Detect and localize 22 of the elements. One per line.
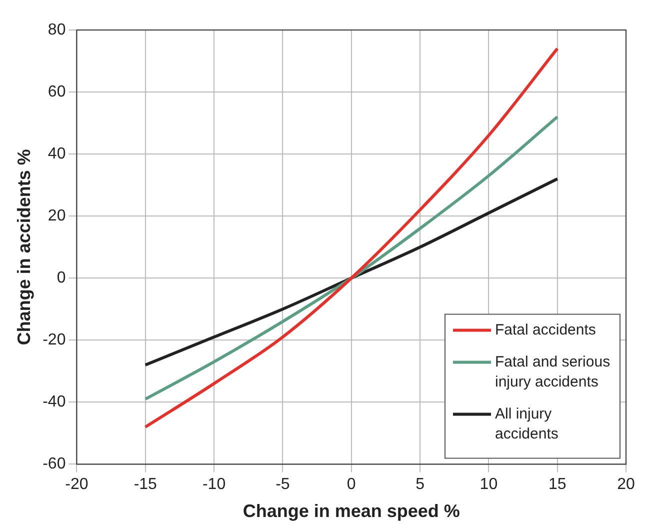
y-tick-label: 80 [48, 21, 66, 38]
y-tick-label: -40 [42, 394, 66, 411]
x-tick-label: 10 [480, 476, 498, 494]
y-tick-label: -20 [42, 332, 66, 349]
y-tick-label: 40 [48, 145, 66, 162]
y-tick-label: 0 [56, 270, 66, 287]
y-tick-label: 60 [48, 83, 66, 100]
x-tick-label: 0 [346, 476, 356, 494]
x-tick-label: 20 [617, 476, 635, 494]
legend-label: Fatal and serious injury accidents [495, 353, 610, 390]
y-tick-label: 20 [48, 207, 66, 224]
x-tick-label: 5 [416, 476, 425, 494]
y-tick-label: -60 [42, 456, 66, 473]
legend-label: All injury accidents [495, 405, 558, 442]
y-axis-title: Change in accidents % [14, 149, 34, 346]
x-tick-label: -10 [202, 476, 226, 494]
x-tick-label: -15 [134, 476, 158, 494]
x-tick-label: 15 [548, 476, 566, 494]
legend-label: Fatal accidents [495, 321, 596, 338]
x-axis-title: Change in mean speed % [242, 501, 460, 522]
x-tick-label: -20 [65, 476, 88, 494]
x-tick-label: -5 [276, 476, 290, 494]
